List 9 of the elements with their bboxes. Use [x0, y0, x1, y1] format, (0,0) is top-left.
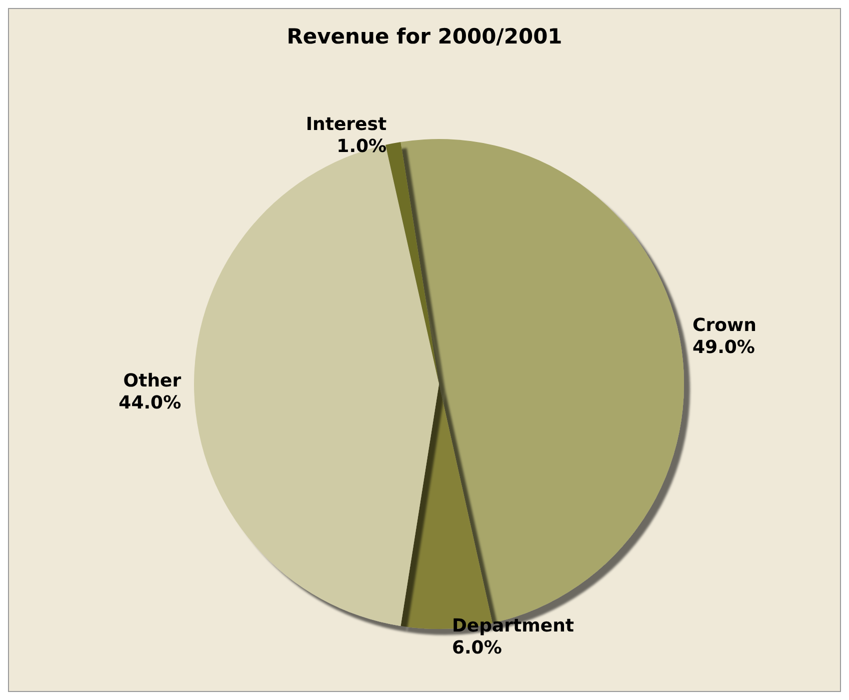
slice-label: Interest — [306, 114, 387, 135]
data-label: 1.0% — [336, 136, 387, 157]
data-label: 49.0% — [692, 337, 755, 358]
chart-title: Revenue for 2000/2001 — [286, 24, 562, 48]
slice-label: Other — [123, 370, 182, 392]
slice-label: Crown — [692, 315, 756, 336]
data-label: 44.0% — [118, 392, 182, 414]
data-label: 6.0% — [452, 637, 502, 658]
slice-label: Department — [452, 615, 574, 636]
